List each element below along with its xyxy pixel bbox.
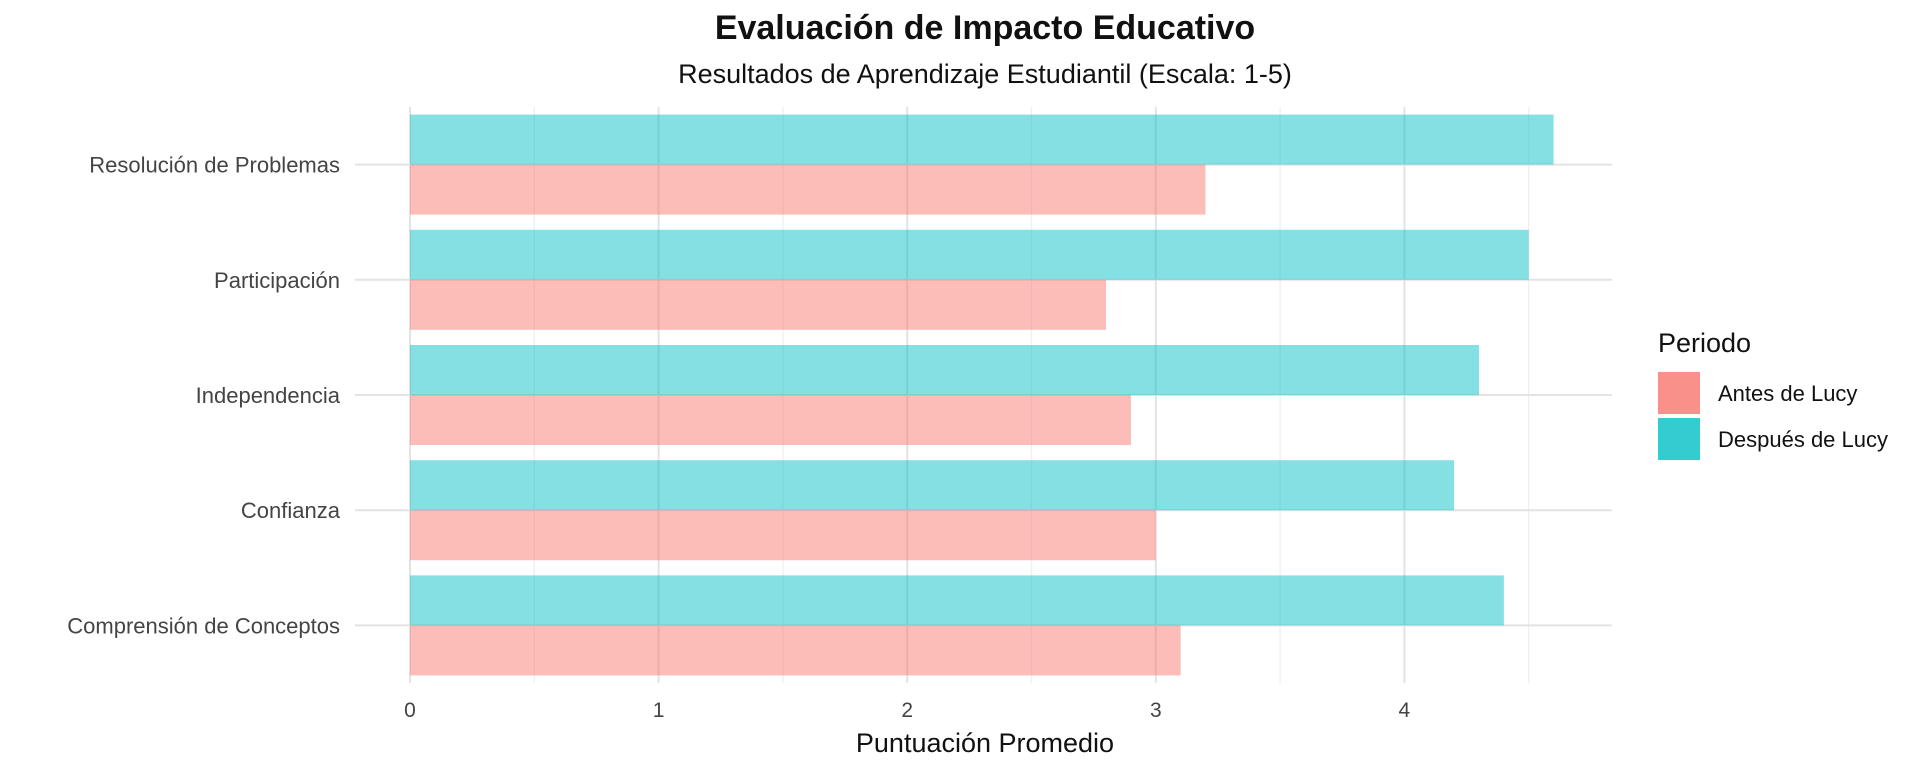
bar-despues-2 [410, 345, 1479, 395]
grid [355, 107, 1612, 683]
x-tick-label: 2 [901, 699, 913, 722]
bar-antes-4 [410, 625, 1181, 676]
bar-antes-3 [410, 510, 1156, 561]
legend-label-despues: Después de Lucy [1718, 427, 1888, 452]
legend-swatch-antes [1658, 372, 1700, 414]
legend-swatch-despues [1658, 418, 1700, 460]
bar-antes-0 [410, 164, 1206, 215]
bar-antes-1 [410, 279, 1107, 330]
bars [410, 114, 1554, 676]
bar-despues-0 [410, 114, 1554, 165]
category-label: Confianza [241, 498, 341, 523]
legend-title: Periodo [1658, 328, 1751, 358]
category-label: Participación [214, 268, 340, 293]
legend-label-antes: Antes de Lucy [1718, 381, 1857, 406]
category-label: Comprensión de Conceptos [67, 613, 340, 638]
x-tick-label: 3 [1150, 699, 1162, 722]
category-axis: Resolución de Problemas Participación Inde… [67, 153, 340, 639]
legend: Periodo Antes de Lucy Después de Lucy [1658, 328, 1888, 460]
value-axis: 0 1 2 3 4 [404, 699, 1410, 722]
bar-despues-3 [410, 460, 1455, 511]
bar-despues-1 [410, 229, 1529, 280]
bar-despues-4 [410, 575, 1504, 626]
x-axis-title: Puntuación Promedio [856, 728, 1114, 758]
x-tick-label: 1 [653, 699, 665, 722]
x-tick-label: 4 [1399, 699, 1411, 722]
category-label: Resolución de Problemas [89, 153, 340, 178]
bar-antes-2 [410, 395, 1131, 445]
x-tick-label: 0 [404, 699, 416, 722]
category-label: Independencia [196, 383, 341, 408]
chart-title: Evaluación de Impacto Educativo [715, 9, 1255, 47]
chart-subtitle: Resultados de Aprendizaje Estudiantil (E… [678, 59, 1292, 89]
